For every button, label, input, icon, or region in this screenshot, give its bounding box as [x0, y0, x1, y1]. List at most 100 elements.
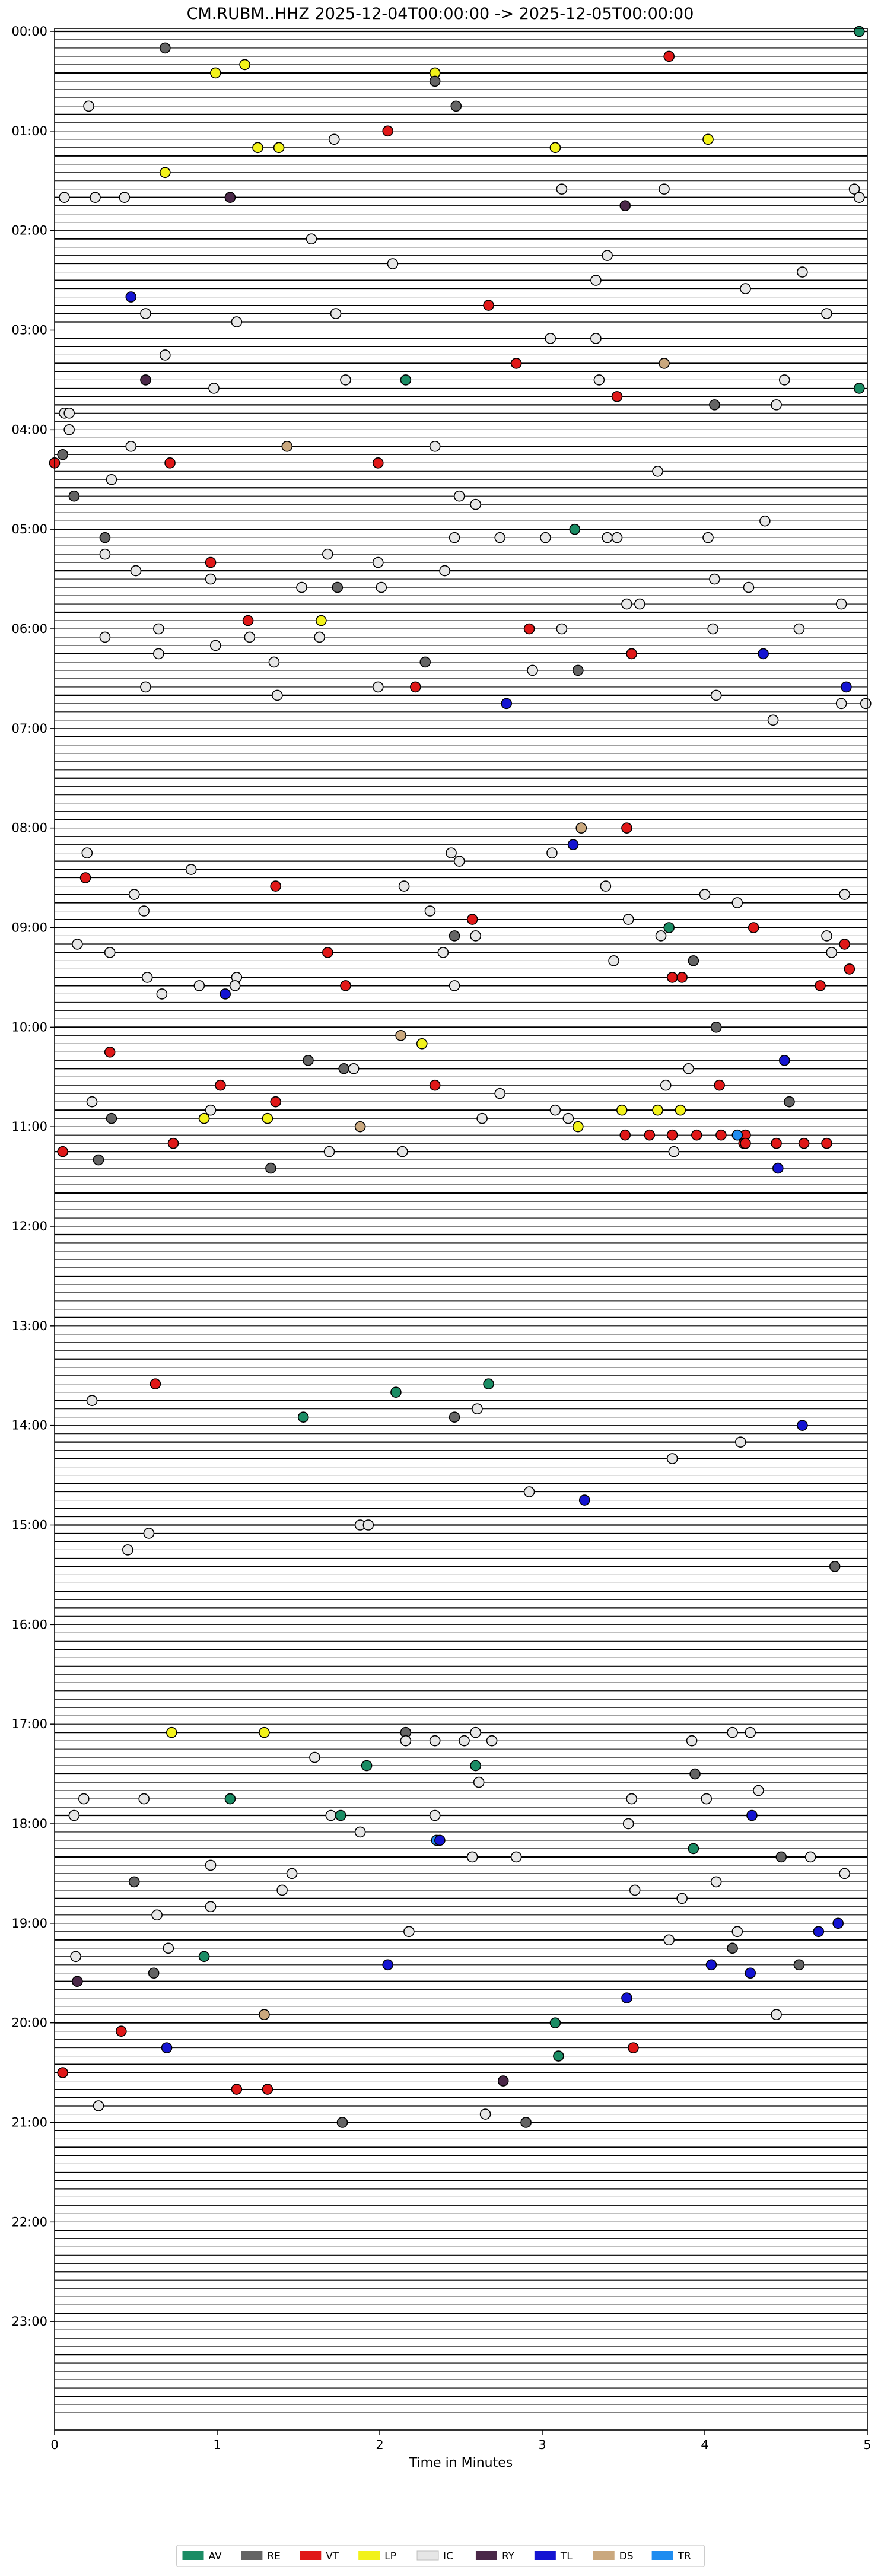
- event-marker-ic: [90, 192, 101, 203]
- event-marker-tl: [746, 1809, 758, 1821]
- event-marker-ic: [429, 1735, 441, 1747]
- event-marker-ds: [659, 358, 670, 369]
- event-marker-ic: [156, 988, 168, 1000]
- event-marker-ic: [400, 1735, 412, 1747]
- event-marker-ic: [63, 424, 75, 435]
- event-marker-ic: [93, 2100, 104, 2111]
- event-marker-vt: [262, 2084, 273, 2095]
- event-marker-ic: [562, 1112, 574, 1124]
- event-marker-ic: [99, 548, 111, 560]
- event-marker-tl: [220, 988, 231, 1000]
- event-marker-ic: [272, 689, 283, 701]
- event-marker-ic: [231, 316, 243, 327]
- event-marker-ic: [835, 598, 847, 610]
- event-marker-ic: [314, 631, 325, 643]
- event-marker-ds: [259, 2009, 270, 2020]
- y-tick-label: 10:00: [11, 1020, 47, 1034]
- event-marker-ic: [556, 183, 568, 195]
- event-marker-re: [793, 1959, 805, 1971]
- event-marker-av: [854, 26, 865, 37]
- event-marker-ic: [629, 1884, 641, 1896]
- event-marker-lp: [273, 142, 285, 154]
- event-marker-av: [569, 523, 581, 535]
- event-marker-ic: [663, 1934, 675, 1946]
- event-marker-vt: [611, 391, 623, 402]
- event-marker-lp: [160, 167, 171, 179]
- event-marker-vt: [748, 922, 759, 933]
- event-marker-lp: [209, 67, 221, 79]
- event-marker-vt: [322, 947, 333, 958]
- y-tick-label: 13:00: [11, 1319, 47, 1333]
- event-marker-ic: [835, 698, 847, 710]
- trace-lines: [55, 30, 867, 2413]
- y-tick-label: 23:00: [11, 2314, 47, 2329]
- event-marker-re: [572, 664, 584, 676]
- event-marker-vt: [676, 972, 688, 983]
- legend-label: IC: [443, 2550, 453, 2562]
- event-marker-ic: [446, 847, 457, 858]
- event-marker-ic: [611, 532, 623, 543]
- event-marker-vt: [231, 2084, 243, 2095]
- event-marker-ic: [354, 1826, 366, 1838]
- y-tick-label: 09:00: [11, 921, 47, 935]
- event-marker-re: [57, 449, 68, 460]
- x-tick-label: 2: [376, 2438, 383, 2452]
- event-marker-ic: [804, 1851, 816, 1863]
- event-marker-vt: [429, 1079, 441, 1091]
- event-marker-tl: [621, 1992, 632, 2004]
- event-marker-ic: [668, 1146, 680, 1157]
- event-marker-tl: [778, 1054, 790, 1066]
- event-marker-ic: [860, 698, 872, 710]
- event-marker-ic: [128, 889, 140, 900]
- y-tick-label: 07:00: [11, 721, 47, 736]
- legend-label: RY: [502, 2550, 515, 2562]
- event-marker-ic: [556, 623, 568, 635]
- event-marker-av: [224, 1793, 236, 1805]
- event-marker-ic: [268, 656, 280, 668]
- event-marker-ic: [138, 905, 150, 917]
- event-marker-re: [128, 1876, 140, 1888]
- event-marker-ic: [826, 947, 838, 958]
- event-marker-ic: [397, 1146, 408, 1157]
- event-marker-ic: [660, 1079, 672, 1091]
- event-marker-ic: [621, 598, 632, 610]
- y-tick-label: 03:00: [11, 323, 47, 338]
- event-marker-ic: [476, 1112, 488, 1124]
- event-marker-ry: [72, 1976, 83, 1987]
- event-marker-ic: [593, 374, 605, 386]
- event-marker-ic: [398, 880, 410, 892]
- event-marker-tl: [832, 1917, 844, 1929]
- event-marker-tl: [125, 291, 137, 303]
- event-marker-re: [689, 1768, 701, 1780]
- event-marker-vt: [628, 2042, 639, 2053]
- event-markers: [49, 26, 872, 2128]
- event-marker-ic: [709, 573, 720, 585]
- event-marker-ic: [710, 1876, 722, 1888]
- legend-swatch-lp: [358, 2551, 380, 2560]
- legend-label: AV: [209, 2550, 222, 2562]
- event-marker-tl: [813, 1926, 825, 1938]
- event-marker-vt: [340, 980, 351, 991]
- legend-swatch-ry: [475, 2551, 497, 2560]
- event-marker-ic: [626, 1793, 637, 1805]
- event-marker-ic: [622, 914, 634, 925]
- event-marker-ic: [330, 308, 342, 319]
- event-marker-tl: [578, 1494, 590, 1506]
- event-marker-vt: [104, 1046, 116, 1058]
- event-marker-ic: [676, 1893, 688, 1904]
- event-marker-av: [688, 1843, 699, 1855]
- event-marker-vt: [626, 648, 637, 660]
- event-marker-ic: [138, 1793, 150, 1805]
- event-marker-ic: [479, 2108, 491, 2120]
- event-marker-re: [303, 1054, 314, 1066]
- event-marker-re: [784, 1096, 795, 1108]
- event-marker-ic: [470, 1726, 481, 1738]
- event-marker-ic: [854, 192, 865, 203]
- event-marker-tl: [382, 1959, 394, 1971]
- legend-label: LP: [384, 2550, 396, 2562]
- event-marker-ic: [453, 856, 465, 867]
- legend-label: TR: [678, 2550, 691, 2562]
- event-marker-ic: [466, 1851, 478, 1863]
- event-marker-ic: [106, 473, 117, 485]
